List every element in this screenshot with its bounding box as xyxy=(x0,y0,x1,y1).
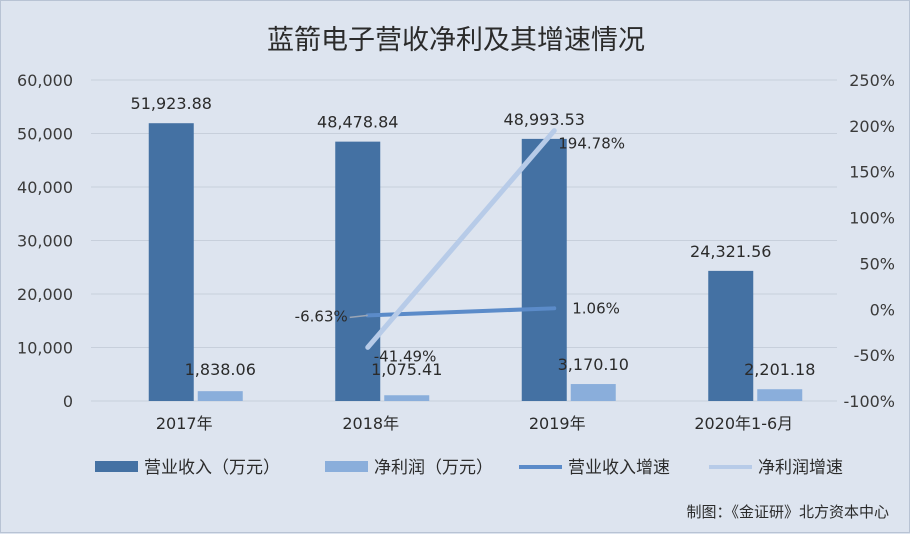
revenue-value-label: 24,321.56 xyxy=(690,242,771,261)
legend-swatch xyxy=(95,461,138,472)
revenue-growth-label: 1.06% xyxy=(572,299,620,317)
y-left-tick-label: 30,000 xyxy=(17,232,73,251)
legend-label: 营业收入增速 xyxy=(568,458,670,478)
revenue-growth-label: -6.63% xyxy=(295,307,348,325)
source-note: 制图：《金证研》北方资本中心 xyxy=(686,503,889,521)
right-axis-ticks: -100% -50% 0% 50% 100% 150% 200% 250% xyxy=(843,71,895,411)
category-axis: 2017年 2018年 2019年 2020年1-6月 xyxy=(156,414,793,433)
net-profit-growth-label: 194.78% xyxy=(558,135,625,153)
y-left-tick-label: 20,000 xyxy=(17,285,73,304)
y-right-tick-label: 150% xyxy=(849,163,895,182)
left-axis-ticks: 0 10,000 20,000 30,000 40,000 50,000 60,000 xyxy=(17,71,73,411)
revenue-value-label: 51,923.88 xyxy=(131,94,212,113)
revenue-value-label: 48,993.53 xyxy=(504,110,585,129)
x-category-label: 2020年1-6月 xyxy=(694,414,793,433)
y-right-tick-label: 200% xyxy=(849,117,895,136)
legend-label: 净利润（万元） xyxy=(374,458,493,478)
y-right-tick-label: -100% xyxy=(843,392,895,411)
y-right-tick-label: 100% xyxy=(849,209,895,228)
x-category-label: 2018年 xyxy=(342,414,399,433)
y-right-tick-label: 0% xyxy=(870,300,895,319)
net-profit-growth-line xyxy=(365,128,557,350)
y-left-tick-label: 0 xyxy=(63,392,73,411)
revenue-bar xyxy=(521,138,567,401)
legend: 营业收入（万元） 净利润（万元） 营业收入增速 净利润增速 xyxy=(95,458,843,478)
net-profit-value-label: 3,170.10 xyxy=(558,355,629,374)
growth-lines xyxy=(365,128,557,350)
net-profit-growth-label: -41.49% xyxy=(374,347,437,365)
y-right-tick-label: -50% xyxy=(854,346,895,365)
net-profit-value-label: 2,201.18 xyxy=(744,360,815,379)
y-left-tick-label: 10,000 xyxy=(17,339,73,358)
net-profit-bar xyxy=(570,384,616,401)
net-profit-bar xyxy=(757,389,803,401)
x-category-label: 2019年 xyxy=(529,414,586,433)
legend-label: 净利润增速 xyxy=(758,458,843,478)
x-category-label: 2017年 xyxy=(156,414,213,433)
revenue-bar xyxy=(335,141,381,402)
y-right-tick-label: 250% xyxy=(849,71,895,90)
bars xyxy=(148,123,803,402)
net-profit-value-label: 1,075.41 xyxy=(371,360,442,379)
y-right-tick-label: 50% xyxy=(859,254,895,273)
legend-label: 营业收入（万元） xyxy=(144,458,280,478)
revenue-value-label: 48,478.84 xyxy=(317,113,398,132)
data-labels: 51,923.88 48,478.84 48,993.53 24,321.56 1,83… xyxy=(131,94,816,379)
y-left-tick-label: 40,000 xyxy=(17,178,73,197)
revenue-bar xyxy=(708,270,754,401)
gridlines xyxy=(91,79,837,402)
net-profit-value-label: 1,838.06 xyxy=(185,360,256,379)
chart-title: 蓝箭电子营收净利及其增速情况 xyxy=(267,25,645,56)
net-profit-bar xyxy=(197,391,243,401)
legend-swatch xyxy=(325,461,368,472)
y-left-tick-label: 60,000 xyxy=(17,71,73,90)
net-profit-bar xyxy=(384,395,430,401)
revenue-bar xyxy=(148,123,194,401)
revenue-growth-leader-line xyxy=(349,314,368,319)
y-left-tick-label: 50,000 xyxy=(17,125,73,144)
